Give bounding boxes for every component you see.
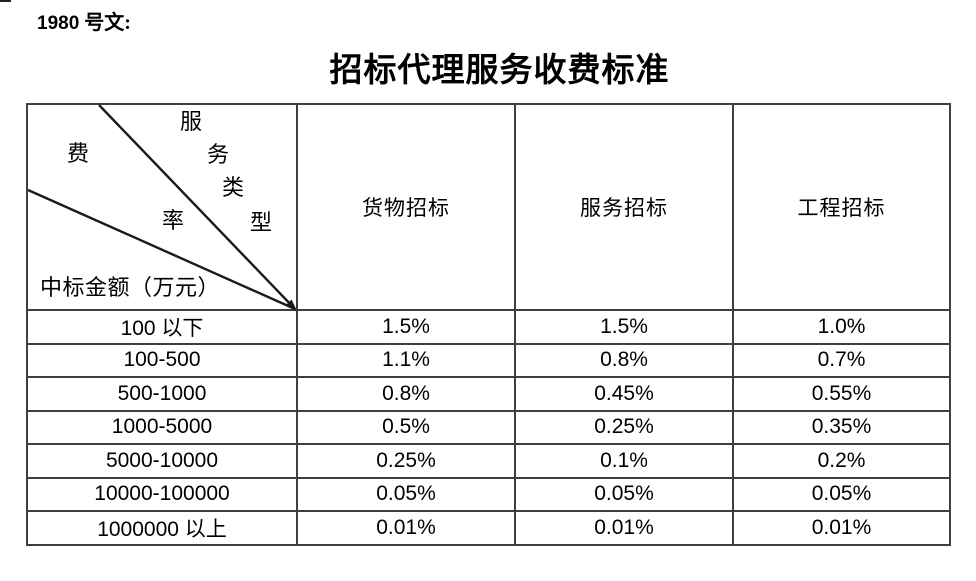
fee-value-cell: 0.7% xyxy=(732,342,951,378)
row-label-cell: 10000-100000 xyxy=(26,476,298,512)
doc-number: 1980 xyxy=(37,13,80,34)
table-row: 500-1000 0.8% 0.45% 0.55% xyxy=(26,376,951,412)
doc-number-label: 1980 号文: xyxy=(37,6,131,35)
row-label-cell: 1000-5000 xyxy=(26,409,298,445)
page-title: 招标代理服务收费标准 xyxy=(329,53,670,89)
fee-value-cell: 1.1% xyxy=(296,342,516,378)
corner-char-rate-2: 率 xyxy=(162,208,185,233)
fee-value-cell: 1.5% xyxy=(296,309,516,345)
row-label-cell: 100-500 xyxy=(26,342,298,378)
fee-value-cell: 0.8% xyxy=(514,342,734,378)
table-row: 10000-100000 0.05% 0.05% 0.05% xyxy=(26,476,951,512)
column-header-engineering: 工程招标 xyxy=(732,103,951,311)
diagonal-lines xyxy=(27,104,297,311)
row-label-cell: 100 以下 xyxy=(26,309,298,345)
fee-value-cell: 0.35% xyxy=(732,409,951,445)
fee-value-cell: 0.5% xyxy=(296,409,516,445)
corner-char-rate-1: 费 xyxy=(67,141,90,166)
fee-value-cell: 0.2% xyxy=(732,443,951,479)
fee-value-cell: 1.0% xyxy=(732,309,951,345)
fee-value-cell: 0.01% xyxy=(732,510,951,546)
corner-char-service-3: 类 xyxy=(222,175,245,200)
fee-value-cell: 0.25% xyxy=(514,409,734,445)
screen-edge-artifact xyxy=(0,0,11,2)
fee-value-cell: 0.05% xyxy=(514,476,734,512)
fee-value-cell: 0.55% xyxy=(732,376,951,412)
table-row: 5000-10000 0.25% 0.1% 0.2% xyxy=(26,443,951,479)
fee-value-cell: 1.5% xyxy=(514,309,734,345)
diagonal-corner-content: 服 务 类 型 费 率 中标金额（万元） xyxy=(27,104,297,311)
row-label-cell: 500-1000 xyxy=(26,376,298,412)
corner-char-service-1: 服 xyxy=(180,109,203,134)
table-header-row: 服 务 类 型 费 率 中标金额（万元） 货物招标 服务招标 工程招标 xyxy=(26,103,951,311)
fee-value-cell: 0.05% xyxy=(732,476,951,512)
fee-value-cell: 0.05% xyxy=(296,476,516,512)
column-header-services: 服务招标 xyxy=(514,103,734,311)
fee-value-cell: 0.25% xyxy=(296,443,516,479)
row-label-cell: 5000-10000 xyxy=(26,443,298,479)
fee-value-cell: 0.45% xyxy=(514,376,734,412)
diagonal-corner-cell: 服 务 类 型 费 率 中标金额（万元） xyxy=(26,103,298,311)
table-row: 100-500 1.1% 0.8% 0.7% xyxy=(26,342,951,378)
fee-value-cell: 0.01% xyxy=(514,510,734,546)
fee-standard-table: 服 务 类 型 费 率 中标金额（万元） 货物招标 服务招标 工程招标 100 … xyxy=(26,103,951,546)
row-label-cell: 1000000 以上 xyxy=(26,510,298,546)
fee-value-cell: 0.8% xyxy=(296,376,516,412)
corner-char-service-4: 型 xyxy=(250,210,273,235)
column-header-goods: 货物招标 xyxy=(296,103,516,311)
fee-value-cell: 0.1% xyxy=(514,443,734,479)
doc-number-suffix: 号文: xyxy=(84,12,131,34)
table-row: 1000-5000 0.5% 0.25% 0.35% xyxy=(26,409,951,445)
table-row: 1000000 以上 0.01% 0.01% 0.01% xyxy=(26,510,951,546)
fee-value-cell: 0.01% xyxy=(296,510,516,546)
arrowhead-icon xyxy=(285,299,297,311)
amount-axis-label: 中标金额（万元） xyxy=(40,275,221,300)
corner-char-service-2: 务 xyxy=(207,142,230,167)
table-row: 100 以下 1.5% 1.5% 1.0% xyxy=(26,309,951,345)
